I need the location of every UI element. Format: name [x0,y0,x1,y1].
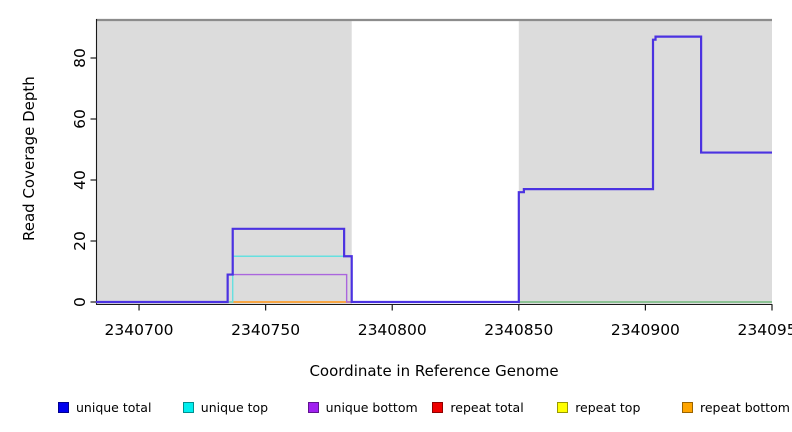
series-line-unique-total [96,35,772,304]
legend-swatch-icon [432,401,444,413]
legend-item-unique-bottom: unique bottom [300,400,425,415]
legend-item-repeat-bottom: repeat bottom [674,400,792,415]
y-tick-label: 40 [71,170,89,190]
legend: unique total unique top unique bottom repea… [50,399,792,415]
legend-swatch-icon [307,401,319,413]
x-tick-label: 2340700 [105,321,174,339]
y-axis-title: Read Coverage Depth [20,76,38,241]
legend-swatch-icon [58,401,69,413]
legend-label: repeat bottom [699,399,790,415]
legend-label: unique bottom [325,399,418,415]
shaded-region [96,19,352,304]
x-tick-label: 2340800 [358,321,427,339]
legend-item-unique-total: unique total [50,400,175,415]
y-tick-label: 60 [71,109,89,129]
legend-label: unique top [200,399,269,415]
legend-label: repeat total [450,399,524,415]
legend-label: repeat top [575,399,641,415]
legend-item-repeat-total: repeat total [424,400,549,415]
x-axis-title: Coordinate in Reference Genome [309,362,559,380]
shaded-region [518,19,772,304]
legend-label: unique total [76,399,152,415]
x-tick-label: 2340750 [231,321,300,339]
legend-item-repeat-top: repeat top [549,400,674,415]
legend-swatch-icon [681,401,693,413]
legend-swatch-icon [557,401,569,413]
y-tick-label: 0 [71,297,89,307]
legend-item-unique-top: unique top [175,400,300,415]
legend-swatch-icon [182,401,194,413]
x-tick-label: 2340850 [484,321,553,339]
y-tick-label: 80 [71,48,89,68]
x-tick-label: 2340900 [611,321,680,339]
y-tick-label: 20 [71,231,89,251]
